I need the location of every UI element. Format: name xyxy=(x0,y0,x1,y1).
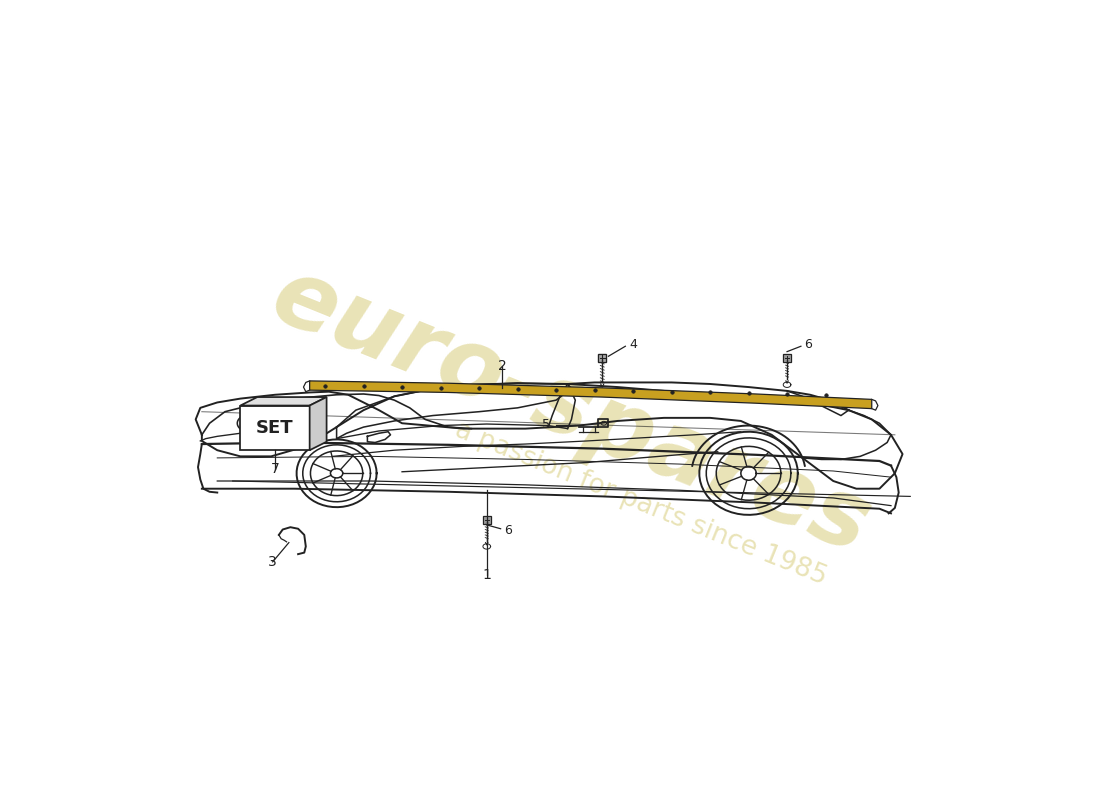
Text: 1: 1 xyxy=(482,568,492,582)
Text: 5: 5 xyxy=(542,418,550,431)
Polygon shape xyxy=(310,397,327,450)
Polygon shape xyxy=(241,397,327,406)
Text: 7: 7 xyxy=(271,462,279,477)
Text: 6: 6 xyxy=(504,524,512,537)
Text: 4: 4 xyxy=(629,338,637,351)
Text: SET: SET xyxy=(256,419,294,437)
Text: 3: 3 xyxy=(268,555,277,569)
Polygon shape xyxy=(241,406,310,450)
Text: 2: 2 xyxy=(498,358,506,373)
Text: euro-spares: euro-spares xyxy=(258,250,884,574)
Text: a passion for parts since 1985: a passion for parts since 1985 xyxy=(451,418,830,591)
Text: 6: 6 xyxy=(804,338,812,351)
Polygon shape xyxy=(310,381,871,409)
